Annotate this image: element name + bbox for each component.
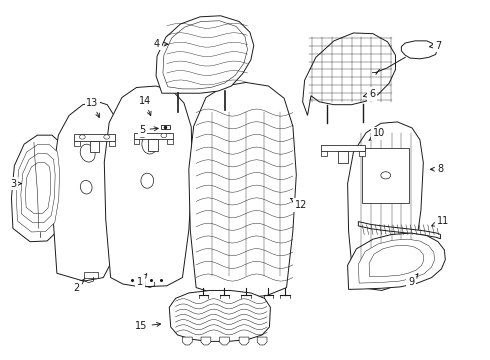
Polygon shape (220, 337, 229, 345)
Bar (84, 272, 98, 278)
Polygon shape (358, 222, 441, 239)
Text: 15: 15 (135, 321, 161, 331)
Text: 9: 9 (408, 274, 418, 287)
Polygon shape (303, 33, 395, 116)
Polygon shape (109, 140, 115, 145)
Polygon shape (163, 21, 247, 89)
Polygon shape (90, 140, 99, 152)
Polygon shape (16, 145, 60, 232)
Polygon shape (134, 139, 140, 144)
Polygon shape (358, 239, 435, 283)
Polygon shape (167, 139, 172, 144)
Polygon shape (148, 139, 158, 151)
Circle shape (79, 135, 85, 139)
Text: 13: 13 (86, 98, 99, 117)
Bar (362, 148, 409, 203)
Polygon shape (321, 145, 365, 151)
Polygon shape (338, 151, 347, 163)
Polygon shape (347, 122, 423, 291)
Text: 10: 10 (369, 129, 386, 140)
Text: 2: 2 (74, 280, 84, 293)
Polygon shape (169, 291, 270, 341)
Text: 14: 14 (139, 96, 151, 116)
Ellipse shape (80, 144, 95, 162)
Polygon shape (156, 16, 254, 93)
Polygon shape (134, 133, 172, 139)
Polygon shape (239, 337, 249, 345)
Ellipse shape (141, 173, 154, 188)
Circle shape (381, 172, 391, 179)
Polygon shape (74, 140, 80, 145)
Text: 11: 11 (432, 216, 449, 226)
Circle shape (161, 134, 167, 138)
Text: 3: 3 (10, 179, 22, 189)
Polygon shape (11, 135, 64, 242)
Circle shape (140, 134, 146, 138)
Polygon shape (182, 337, 192, 345)
Text: 8: 8 (431, 164, 443, 174)
Bar (161, 126, 170, 129)
Polygon shape (53, 102, 118, 281)
Polygon shape (201, 337, 211, 345)
Polygon shape (257, 337, 267, 345)
Polygon shape (369, 245, 424, 277)
Polygon shape (189, 82, 296, 298)
Ellipse shape (142, 134, 158, 154)
Polygon shape (321, 151, 327, 156)
Ellipse shape (80, 180, 92, 194)
Polygon shape (25, 163, 51, 214)
Text: 5: 5 (139, 125, 158, 135)
Polygon shape (347, 233, 445, 289)
Text: 6: 6 (364, 89, 375, 99)
Polygon shape (104, 86, 192, 287)
Text: 7: 7 (430, 41, 441, 50)
Circle shape (104, 135, 110, 139)
Polygon shape (401, 41, 438, 59)
Polygon shape (359, 151, 365, 156)
Text: 4: 4 (154, 39, 168, 49)
Text: 1: 1 (137, 274, 147, 287)
Text: 12: 12 (291, 198, 307, 210)
Polygon shape (21, 154, 55, 223)
Polygon shape (74, 134, 115, 140)
